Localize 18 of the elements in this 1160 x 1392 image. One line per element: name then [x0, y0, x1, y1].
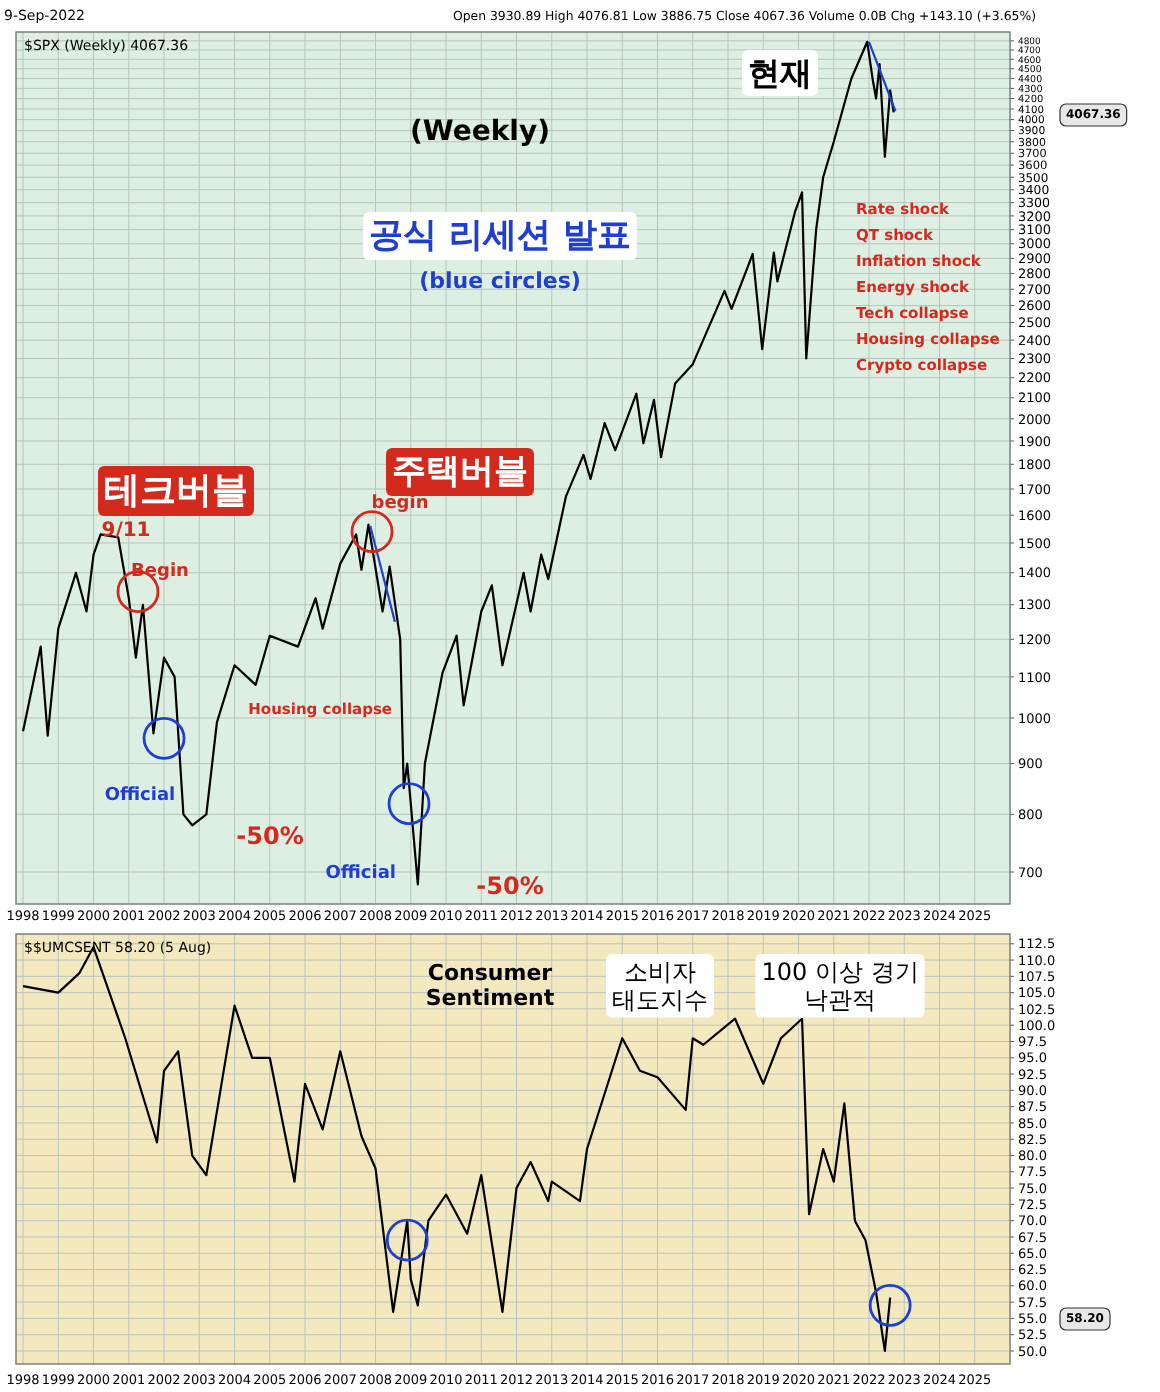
annotation: Consumer Sentiment	[425, 960, 555, 1012]
text: (Weekly)	[410, 116, 550, 148]
annotation: Official	[104, 786, 176, 806]
point	[387, 782, 431, 826]
annotation: -50%	[476, 872, 544, 900]
annotation: Official	[325, 864, 396, 884]
point	[142, 716, 186, 760]
annotation: 소비자 태도지수	[612, 958, 708, 1014]
annotation: 공식 리세션 발표	[369, 216, 631, 256]
annotation: (blue circles)	[419, 268, 581, 294]
annotation: 100 이상 경기 낙관적	[761, 958, 919, 1014]
annotation: begin	[371, 494, 429, 514]
annotation: -50%	[236, 822, 304, 850]
annotation: 주택버블	[392, 452, 528, 492]
annotation: 9/11	[101, 520, 151, 542]
annotation: 테크버블	[104, 470, 248, 512]
annotation: 현재	[748, 54, 812, 92]
point	[350, 510, 394, 554]
